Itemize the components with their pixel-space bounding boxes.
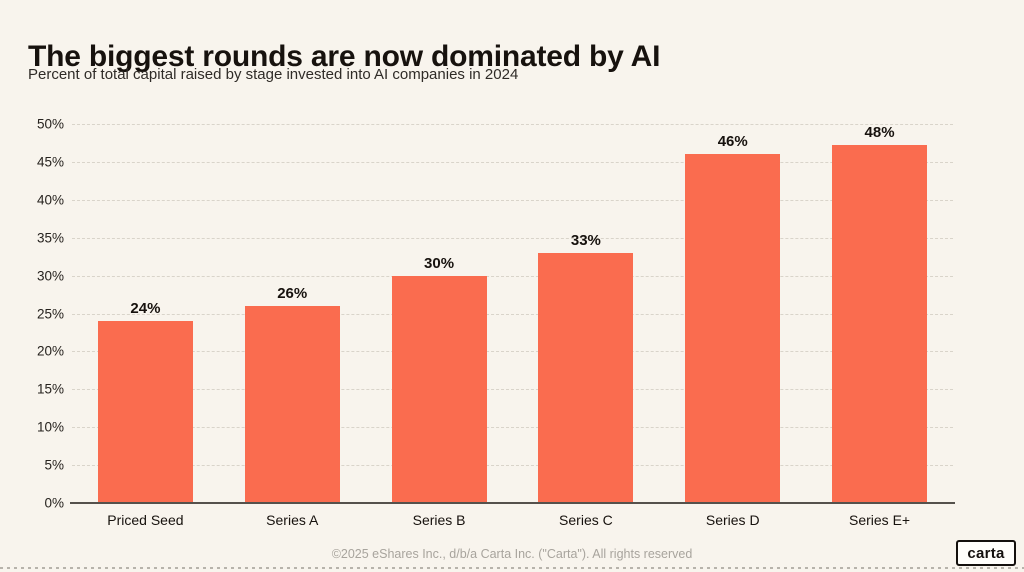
y-axis-tick-label: 30% <box>36 268 64 284</box>
bar <box>97 321 193 503</box>
y-axis-tick-label: 25% <box>36 306 64 321</box>
y-axis-tick-label: 15% <box>36 381 64 397</box>
carta-logo: carta <box>956 540 1016 566</box>
gridline <box>72 199 953 201</box>
bar <box>538 252 634 503</box>
bar-group-series-a: 26% <box>219 124 366 503</box>
y-axis-tick-label: 0% <box>44 495 64 511</box>
y-axis-tick-label: 50% <box>36 116 64 132</box>
gridline <box>72 313 953 315</box>
chart-subtitle: Percent of total capital raised by stage… <box>28 66 519 83</box>
plot-area: 24% 26% 30% 33% 46% 48% <box>72 124 953 503</box>
x-axis-category-label: Series B <box>412 512 466 528</box>
x-axis-category-label: Priced Seed <box>107 512 184 528</box>
bottom-dotted-divider <box>0 567 1024 569</box>
gridline <box>72 427 953 429</box>
y-axis-tick-label: 5% <box>44 457 64 473</box>
bar-value-label: 48% <box>864 124 895 141</box>
chart-title: The biggest rounds are now dominated by … <box>28 40 661 74</box>
x-axis-line <box>70 502 955 504</box>
gridline <box>72 465 953 467</box>
bar-value-label: 33% <box>570 231 601 249</box>
bar-group-series-c: 33% <box>512 124 659 503</box>
y-axis-tick-label: 20% <box>36 343 64 359</box>
y-axis: 0% 5% 10% 15% 20% 25% 30% 35% 40% 45% 50% <box>0 117 64 511</box>
y-axis-tick-label: 35% <box>36 230 64 246</box>
bar-group-priced-seed: 24% <box>72 124 219 503</box>
bar-series: 24% 26% 30% 33% 46% 48% <box>72 124 953 503</box>
y-axis-tick-label: 40% <box>36 192 64 208</box>
bar-value-label: 26% <box>277 284 308 302</box>
bar-group-series-b: 30% <box>366 124 513 503</box>
gridline <box>72 351 953 353</box>
bar-value-label: 24% <box>130 300 161 318</box>
copyright-text: ©2025 eShares Inc., d/b/a Carta Inc. ("C… <box>331 547 693 561</box>
bar <box>244 305 340 503</box>
y-axis-tick-label: 10% <box>36 419 64 435</box>
gridline <box>72 124 953 125</box>
gridline <box>72 237 953 239</box>
bar-group-series-e-: 48% <box>806 124 953 503</box>
bar-group-series-d: 46% <box>659 124 806 503</box>
bar-value-label: 46% <box>717 133 748 151</box>
bar <box>391 275 487 503</box>
bar <box>685 154 781 503</box>
bar <box>832 145 928 503</box>
gridline <box>72 161 953 163</box>
gridline <box>72 389 953 391</box>
x-axis: Priced Seed Series A Series B Series C Serie… <box>72 512 953 528</box>
x-axis-category-label: Series E+ <box>849 512 911 528</box>
gridline <box>72 275 953 277</box>
x-axis-category-label: Series D <box>705 512 760 528</box>
bar-value-label: 30% <box>424 254 455 272</box>
x-axis-category-label: Series C <box>559 512 613 528</box>
x-axis-category-label: Series A <box>266 512 319 528</box>
y-axis-tick-label: 45% <box>36 154 64 170</box>
